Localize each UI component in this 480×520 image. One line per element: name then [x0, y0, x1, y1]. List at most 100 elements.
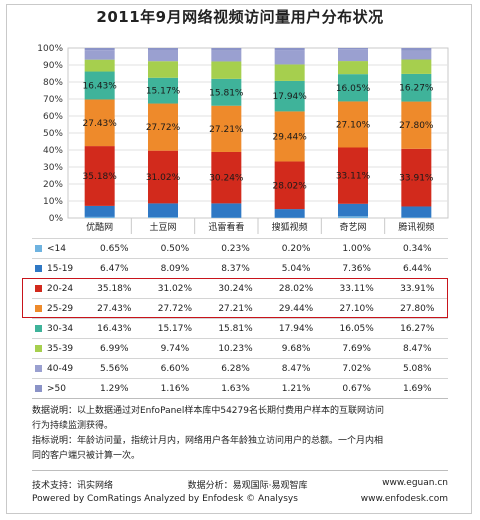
bar-segment: [84, 48, 115, 51]
bar-segment: [338, 101, 368, 148]
row-key: >50: [32, 384, 84, 394]
bar-segment: [84, 99, 115, 147]
table-cell: 1.16%: [160, 383, 190, 394]
legend-swatch: [35, 365, 42, 372]
row-key: <14: [32, 244, 84, 254]
bar-segment: [274, 48, 305, 51]
table-cell: 5.56%: [100, 363, 129, 374]
table-cell: 35.18%: [97, 283, 132, 294]
footer-url-eguan[interactable]: www.eguan.cn: [382, 478, 448, 488]
table-cell: 1.69%: [402, 383, 432, 394]
bar-segment: [338, 216, 368, 218]
table-cell: 8.37%: [221, 263, 250, 274]
data-label: 27.43%: [83, 119, 118, 129]
bar-segment: [338, 74, 368, 102]
x-category-label: 土豆网: [149, 221, 176, 233]
bar-segment: [401, 50, 432, 60]
table-cell: 27.43%: [97, 303, 132, 314]
legend-swatch: [35, 305, 42, 312]
table-cell: 0.34%: [402, 243, 432, 254]
table-cell: 1.63%: [221, 383, 250, 394]
table-cell: 0.20%: [281, 243, 311, 254]
table-cell: 10.23%: [218, 343, 253, 354]
data-label: 30.24%: [209, 174, 244, 184]
bar-segment: [211, 151, 242, 204]
bar-segment: [84, 71, 115, 100]
table-row: >50 1.29% 1.16% 1.63% 1.21% 0.67% 1.69%: [32, 378, 448, 398]
table-cell: 0.65%: [100, 243, 129, 254]
table-cell: 0.50%: [160, 243, 190, 254]
bar-segment: [274, 111, 305, 162]
table-cell: 0.67%: [342, 383, 371, 394]
bar-segment: [338, 49, 368, 62]
table-cell: 27.10%: [339, 303, 374, 314]
row-label: 30-34: [47, 323, 74, 334]
bar-segment: [211, 61, 242, 79]
data-label: 33.91%: [399, 174, 434, 184]
table-cell: 6.47%: [100, 263, 129, 274]
footer-url-enfodesk[interactable]: www.enfodesk.com: [360, 494, 448, 504]
y-tick-label: 20%: [43, 180, 63, 190]
bar-segment: [84, 146, 115, 206]
table-cell: 16.27%: [400, 323, 435, 334]
table-cell: 1.00%: [342, 243, 371, 254]
y-tick-label: 60%: [43, 112, 63, 122]
y-tick-label: 50%: [43, 129, 63, 139]
table-cell: 5.04%: [281, 263, 311, 274]
bar-segment: [148, 217, 178, 218]
row-key: 40-49: [32, 364, 84, 374]
x-category-label: 迅雷看看: [208, 221, 244, 233]
highlight-box-20-29: [22, 278, 448, 318]
bar-segment: [148, 150, 178, 204]
data-label: 15.17%: [146, 87, 181, 97]
legend-swatch: [35, 385, 42, 392]
table-cell: 33.11%: [339, 283, 374, 294]
bar-segment: [401, 148, 432, 207]
x-category-label: 腾讯视频: [398, 221, 434, 233]
row-key: 15-19: [32, 264, 84, 274]
bar-segment: [274, 209, 305, 218]
table-bottom-rule: [32, 398, 448, 399]
bar-segment: [401, 48, 432, 51]
table-cell: 7.69%: [342, 343, 371, 354]
data-label: 17.94%: [273, 92, 308, 102]
row-label: >50: [47, 383, 66, 394]
y-tick-label: 10%: [43, 197, 63, 207]
legend-swatch: [35, 285, 42, 292]
bar-segment: [401, 206, 432, 218]
x-category-label: 优酷网: [86, 221, 113, 233]
table-cell: 8.47%: [402, 343, 432, 354]
bar-segment: [274, 64, 305, 81]
y-tick-label: 30%: [43, 163, 63, 173]
footer-divider: [32, 470, 448, 471]
table-cell: 6.28%: [221, 363, 250, 374]
bar-segment: [274, 161, 305, 210]
row-label: 15-19: [47, 263, 74, 274]
bar-segment: [84, 216, 115, 218]
row-key: 35-39: [32, 344, 84, 354]
bar-segment: [148, 203, 178, 218]
table-row: 40-49 5.56% 6.60% 6.28% 8.47% 7.02% 5.08%: [32, 358, 448, 378]
bar-segment: [211, 203, 242, 218]
table-cell: 7.02%: [342, 363, 371, 374]
table-cell: 6.99%: [100, 343, 129, 354]
table-cell: 28.02%: [278, 283, 314, 294]
legend-swatch: [35, 265, 42, 272]
bar-segment: [274, 50, 305, 65]
bar-segment: [148, 61, 178, 78]
table-cell: 8.09%: [160, 263, 190, 274]
data-label: 27.10%: [336, 120, 371, 130]
table-cell: 27.80%: [400, 303, 435, 314]
table-cell: 1.21%: [281, 383, 311, 394]
bar-segment: [148, 48, 178, 50]
bar-segment: [84, 205, 115, 217]
bar-segment: [401, 217, 432, 218]
row-key: 30-34: [32, 324, 84, 334]
row-key: 25-29: [32, 304, 84, 314]
y-tick-label: 80%: [43, 78, 63, 88]
notes-line-3: 指标说明：年龄访问量，指统计月内，网络用户各年龄独立访问用户的总额。一个月内相: [32, 436, 384, 446]
table-row: 35-39 6.99% 9.74% 10.23% 9.68% 7.69% 8.47%: [32, 338, 448, 358]
table-cell: 7.36%: [342, 263, 371, 274]
x-category-label: 搜狐视频: [272, 221, 308, 233]
table-cell: 9.68%: [281, 343, 311, 354]
